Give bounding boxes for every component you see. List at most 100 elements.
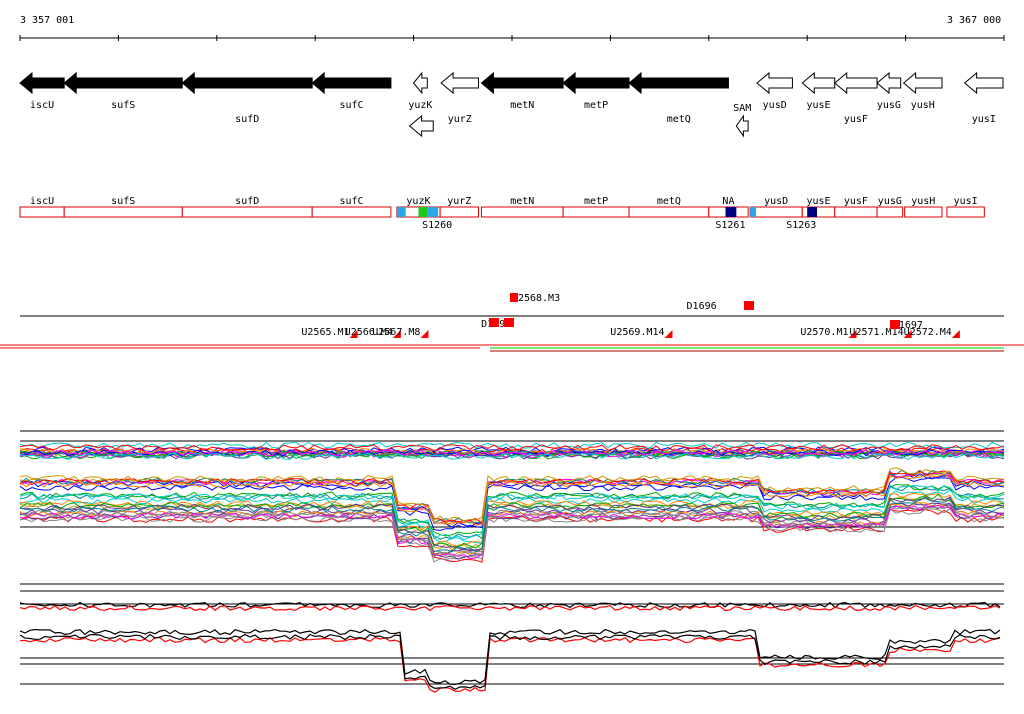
gene-track: iscU sufS sufD sufC yuzK yurZ metN metP metQ SAM y… [19, 71, 1004, 138]
segment-box [480, 206, 564, 218]
ruler-start-label: 3 357 001 [20, 15, 74, 26]
expression-trace [19, 444, 1005, 452]
segment-box [19, 206, 65, 218]
gene-label: yusE [806, 100, 830, 111]
summary-trace [19, 604, 1001, 612]
segment-label: yusD [764, 196, 788, 207]
segment-box [801, 206, 836, 218]
feature-label: U2568.M3 [512, 293, 560, 304]
segment-site-label: S1260 [422, 220, 452, 231]
gene-label: iscU [30, 100, 54, 111]
feature-marker [349, 330, 358, 338]
segment-box [834, 206, 878, 218]
expression-trace [19, 476, 1005, 532]
segment-marker [427, 207, 439, 217]
segment-label: sufD [235, 196, 259, 207]
expression-trace [19, 492, 1005, 547]
feature-marker [848, 330, 857, 338]
gene-label: metP [584, 100, 608, 111]
gene-arrow [311, 71, 392, 95]
gene-label: metQ [667, 114, 691, 125]
gene-arrow [412, 71, 428, 95]
segment-label: metN [510, 196, 534, 207]
feature-marker [951, 330, 960, 338]
segment-label: yusH [911, 196, 935, 207]
gene-arrow [756, 71, 793, 95]
expression-trace [19, 502, 1005, 555]
segment-label: yusI [954, 196, 978, 207]
ruler-ticks [19, 35, 1005, 41]
gene-label: yusD [763, 100, 787, 111]
feature-track: U2568.M3D1696D1697D1695U2565.M1U2566.M4U… [0, 293, 1024, 352]
gene-label: yuzK [408, 100, 432, 111]
gene-label: yusF [844, 114, 868, 125]
segment-box [181, 206, 313, 218]
gene-label: yusH [911, 100, 935, 111]
feature-marker [903, 330, 912, 338]
gene-arrow [801, 71, 836, 95]
segment-label: metQ [657, 196, 681, 207]
gene-arrow [440, 71, 479, 95]
feature-label: U2567.M8 [372, 327, 420, 338]
segment-label: yuzK [406, 196, 430, 207]
gene-arrow [963, 71, 1004, 95]
summary-trace [19, 628, 1001, 686]
gene-arrow [480, 71, 564, 95]
expression-trace [19, 485, 1005, 540]
gene-arrow [562, 71, 630, 95]
gene-label: yusG [877, 100, 901, 111]
expression-trace [19, 504, 1005, 560]
feature-label: D1697 [893, 320, 923, 331]
expression-trace [19, 441, 1005, 449]
gene-label: sufC [339, 100, 363, 111]
segment-track: iscU sufS sufD sufC yuzK yurZ metN metP metQ NA yu… [19, 196, 985, 231]
feature-marker [664, 330, 673, 338]
feature-label: U2570.M1 [800, 327, 848, 338]
summary-trace [19, 633, 1001, 690]
segment-box [628, 206, 710, 218]
segment-label: iscU [30, 196, 54, 207]
expression-trace [19, 452, 1005, 460]
segment-box [946, 206, 985, 218]
segment-box [311, 206, 392, 218]
summary-profile-panel [19, 583, 1004, 694]
feature-marker [489, 318, 499, 327]
segment-label: yurZ [447, 196, 471, 207]
segment-label: yusF [844, 196, 868, 207]
segment-box [749, 206, 803, 218]
gene-arrow [902, 71, 943, 95]
gene-label: yusI [972, 114, 996, 125]
gene-label: yurZ [448, 114, 472, 125]
segment-label: sufS [111, 196, 135, 207]
segment-box [63, 206, 183, 218]
expression-trace [19, 449, 1005, 457]
feature-label: U2566.M4 [345, 327, 393, 338]
gene-label: SAM [733, 103, 751, 114]
gene-arrow [408, 114, 434, 138]
expression-trace [19, 450, 1005, 458]
segment-marker [396, 207, 406, 217]
feature-marker [420, 330, 429, 338]
expression-trace [19, 496, 1005, 551]
gene-arrow [876, 71, 902, 95]
expression-profile-panel [19, 430, 1005, 563]
segment-label: yusE [806, 196, 830, 207]
gene-label: sufD [235, 114, 259, 125]
segment-label: sufC [339, 196, 363, 207]
feature-label: D1696 [687, 301, 717, 312]
feature-label: U2571.M14 [849, 327, 903, 338]
segment-label: yusG [878, 196, 902, 207]
gene-arrow [833, 71, 878, 95]
expression-trace [19, 498, 1005, 553]
feature-label: U2569.M14 [610, 327, 664, 338]
segment-box [439, 206, 479, 218]
segment-marker [807, 207, 818, 217]
expression-trace [19, 508, 1005, 563]
expression-trace [19, 503, 1005, 558]
gene-label: metN [510, 100, 534, 111]
segment-box [562, 206, 630, 218]
segment-site-label: S1263 [786, 220, 816, 231]
segment-box [876, 206, 904, 218]
ruler-end-label: 3 367 000 [947, 15, 1001, 26]
